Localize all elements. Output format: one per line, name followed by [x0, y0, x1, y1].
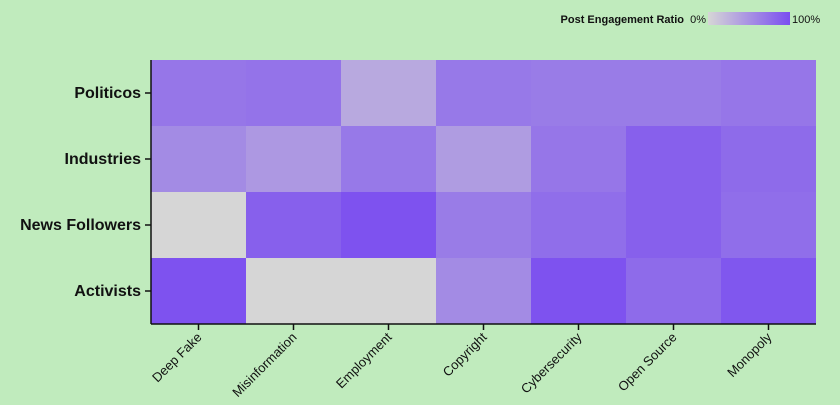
- heatmap-cell: [436, 258, 531, 324]
- heatmap-cell: [246, 258, 341, 324]
- heatmap-cell: [341, 126, 436, 192]
- heatmap-cell: [436, 126, 531, 192]
- heatmap-cell: [721, 258, 816, 324]
- row-label: Activists: [74, 283, 141, 300]
- heatmap-cells: [151, 60, 816, 324]
- heatmap-cell: [626, 192, 721, 258]
- heatmap-cell: [341, 192, 436, 258]
- legend-min-label: 0%: [690, 14, 706, 26]
- column-label: Misinformation: [229, 330, 299, 400]
- heatmap-cell: [436, 60, 531, 126]
- row-label: Politicos: [74, 85, 141, 102]
- heatmap-cell: [151, 126, 246, 192]
- legend: Post Engagement Ratio 0% 100%: [561, 12, 820, 26]
- heatmap-cell: [721, 126, 816, 192]
- heatmap-cell: [341, 258, 436, 324]
- heatmap-cell: [531, 60, 626, 126]
- heatmap-cell: [246, 60, 341, 126]
- heatmap-cell: [151, 258, 246, 324]
- column-label: Employment: [333, 329, 395, 391]
- column-label: Monopoly: [724, 329, 775, 380]
- heatmap-cell: [721, 192, 816, 258]
- row-label: News Followers: [20, 217, 141, 234]
- column-label: Open Source: [615, 330, 680, 395]
- heatmap-cell: [341, 60, 436, 126]
- column-label: Deep Fake: [149, 330, 205, 386]
- heatmap-cell: [151, 60, 246, 126]
- heatmap-cell: [151, 192, 246, 258]
- column-label: Copyright: [440, 329, 490, 379]
- heatmap-cell: [626, 126, 721, 192]
- heatmap-cell: [626, 258, 721, 324]
- legend-title: Post Engagement Ratio: [561, 14, 685, 26]
- heatmap-cell: [531, 258, 626, 324]
- heatmap-cell: [246, 192, 341, 258]
- legend-gradient-bar: [708, 12, 790, 25]
- heatmap-cell: [531, 126, 626, 192]
- heatmap-cell: [626, 60, 721, 126]
- heatmap-cell: [721, 60, 816, 126]
- heatmap-cell: [436, 192, 531, 258]
- column-label: Cybersecurity: [518, 329, 585, 396]
- row-label: Industries: [65, 151, 142, 168]
- heatmap-cell: [246, 126, 341, 192]
- heatmap-cell: [531, 192, 626, 258]
- legend-max-label: 100%: [792, 14, 820, 26]
